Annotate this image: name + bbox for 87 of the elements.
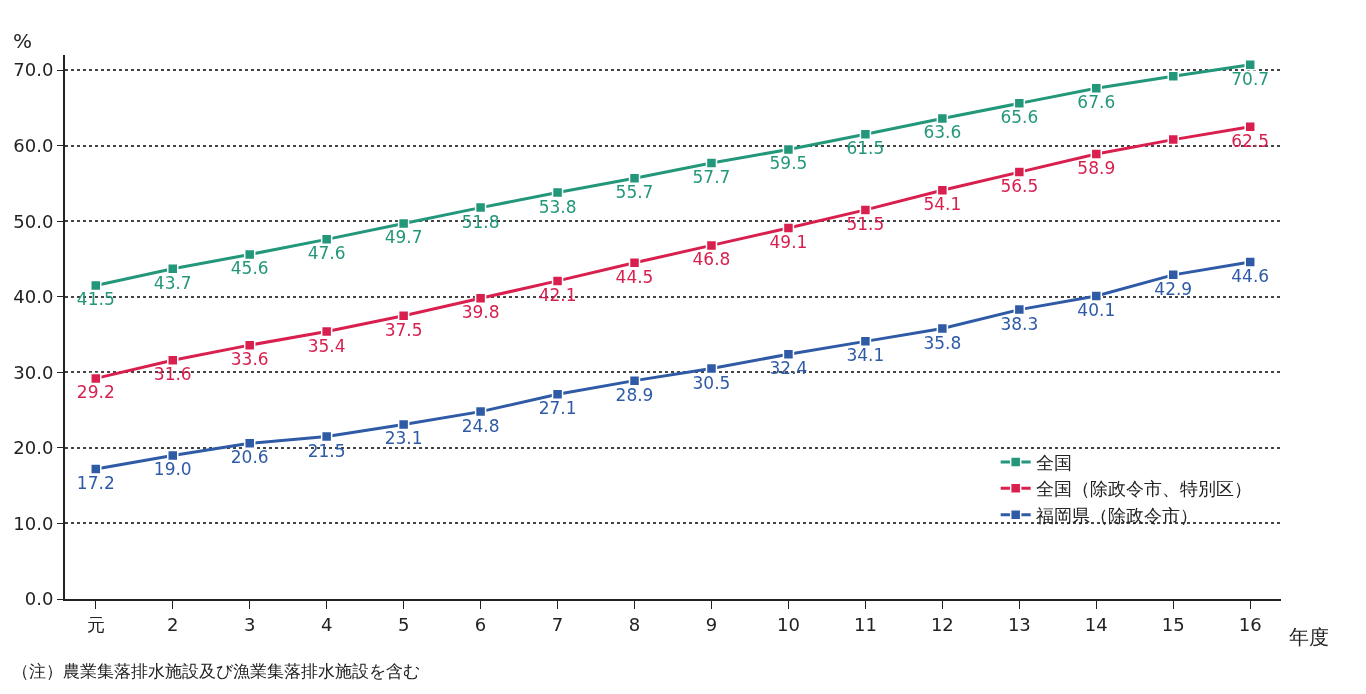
y-tick-label: 10.0 [13, 512, 54, 534]
x-tick-label: 元 [86, 613, 105, 635]
data-label: 35.4 [307, 335, 346, 356]
data-label: 55.7 [615, 182, 654, 203]
y-tick-label: 30.0 [13, 361, 54, 383]
data-label: 38.3 [1000, 313, 1039, 334]
data-label: 67.6 [1077, 92, 1116, 113]
x-tick-label: 5 [397, 613, 410, 635]
point [551, 275, 564, 287]
text: （注）農業集落排水施設及び漁業集落排水施設を含む [12, 661, 420, 681]
x-tick-label: 6 [474, 613, 487, 635]
x-tick-label: 4 [320, 613, 333, 635]
data-label: 20.6 [230, 447, 269, 468]
point [1090, 148, 1103, 160]
x-tick-label: 13 [1007, 613, 1031, 635]
x-tick-label: 7 [551, 613, 564, 635]
x-tick-label: 12 [930, 613, 954, 635]
x-tick-label: 9 [705, 613, 718, 635]
data-label: 65.6 [1000, 107, 1039, 128]
data-label: 37.5 [384, 319, 423, 340]
data-label: 58.9 [1077, 157, 1116, 178]
y-axis-title: % [13, 29, 33, 53]
data-label: 61.5 [846, 138, 885, 159]
legend-label: 全国 [1035, 451, 1072, 473]
data-label: 43.7 [153, 272, 192, 293]
data-label: 53.8 [538, 196, 577, 217]
legend-label: 福岡県（除政令市） [1035, 504, 1198, 526]
point [1244, 59, 1256, 71]
point [782, 222, 795, 234]
data-label: 19.0 [153, 459, 192, 480]
point [1167, 70, 1179, 82]
data-label: 28.9 [615, 384, 654, 405]
data-label: 46.8 [692, 249, 731, 270]
data-label: 27.1 [538, 398, 577, 419]
data-label: 17.2 [76, 473, 115, 494]
data-label: 51.8 [461, 211, 500, 232]
data-label: 49.1 [769, 232, 808, 253]
data-label: 70.7 [1231, 68, 1270, 89]
data-label: 40.1 [1077, 300, 1116, 321]
data-label: 47.6 [307, 243, 346, 264]
point [1013, 166, 1026, 178]
data-label: 23.1 [384, 428, 423, 449]
data-label: 31.6 [153, 364, 192, 385]
point [1244, 256, 1256, 268]
legend-label: 全国（除政令市、特別区） [1035, 478, 1252, 500]
data-label: 62.5 [1231, 130, 1270, 151]
x-tick-label: 15 [1161, 613, 1185, 635]
y-tick-label: 20.0 [13, 437, 54, 459]
y-tick-label: 60.0 [13, 134, 54, 156]
data-label: 57.7 [692, 167, 731, 188]
data-label: 45.6 [230, 258, 269, 279]
data-label: 56.5 [1000, 176, 1039, 197]
x-tick-label: 11 [853, 613, 877, 635]
y-tick-label: 70.0 [13, 59, 54, 81]
x-tick-label: 16 [1238, 613, 1262, 635]
data-label: 49.7 [384, 227, 423, 248]
data-label: 41.5 [76, 289, 115, 310]
y-tick-label: 40.0 [13, 286, 54, 308]
data-label: 44.5 [615, 266, 654, 287]
data-label: 39.8 [461, 302, 500, 323]
point [1090, 290, 1103, 302]
data-label: 42.1 [538, 284, 577, 305]
x-tick-label: 8 [628, 613, 641, 635]
point [90, 463, 102, 475]
data-label: 32.4 [769, 358, 808, 379]
data-label: 33.6 [230, 349, 269, 370]
data-label: 30.5 [692, 372, 731, 393]
data-label: 35.8 [923, 332, 962, 353]
x-tick-label: 2 [167, 613, 179, 635]
data-label: 54.1 [923, 194, 962, 215]
data-label: 44.6 [1231, 266, 1270, 287]
data-label: 42.9 [1154, 278, 1193, 299]
x-tick-label: 10 [776, 613, 800, 635]
y-tick-label: 50.0 [13, 210, 54, 232]
data-label: 51.5 [846, 213, 885, 234]
data-label: 34.1 [846, 345, 885, 366]
y-tick-label: 0.0 [24, 588, 54, 610]
data-label: 29.2 [76, 382, 115, 403]
point [705, 157, 718, 169]
data-label: 24.8 [461, 415, 500, 436]
point [859, 204, 872, 216]
data-label: 21.5 [307, 440, 346, 461]
x-axis-title: 年度 [1289, 625, 1329, 649]
x-tick-label: 14 [1084, 613, 1108, 635]
x-tick-label: 3 [243, 613, 256, 635]
data-label: 63.6 [923, 122, 962, 143]
data-label: 59.5 [769, 153, 808, 174]
